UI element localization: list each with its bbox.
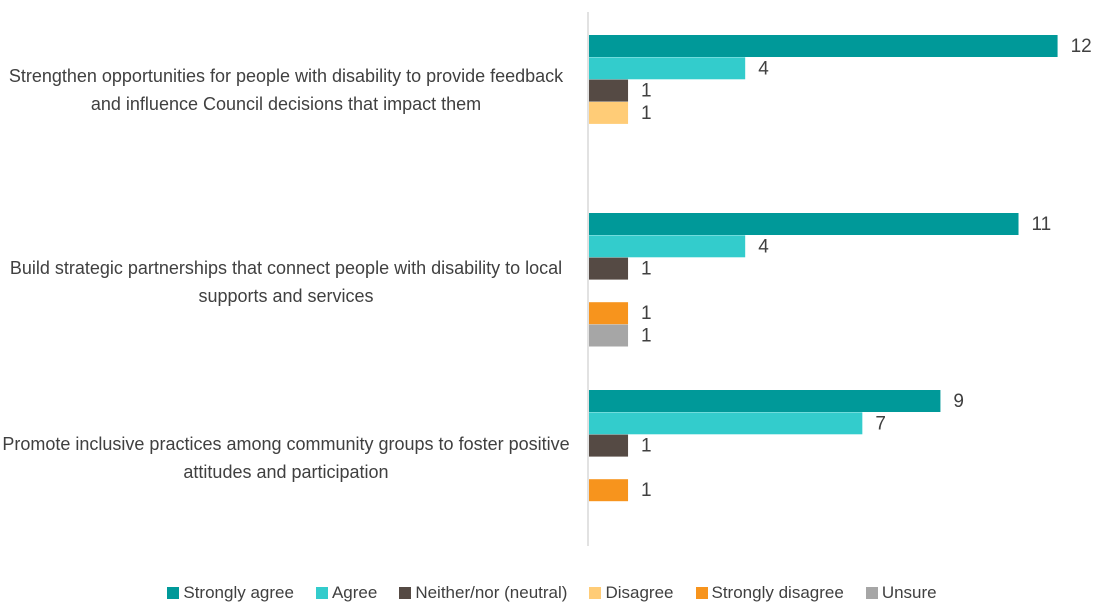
legend: Strongly agree Agree Neither/nor (neutra… (0, 583, 1104, 603)
bar-c3-s5 (589, 479, 629, 502)
category-label-3: Promote inclusive practices among commun… (2, 434, 570, 482)
data-label-c1-s4: 1 (641, 103, 652, 124)
legend-label: Unsure (881, 583, 937, 602)
legend-label: Strongly agree (183, 583, 294, 602)
bar-c2-s3 (589, 257, 629, 280)
data-label-c2-s5: 1 (641, 303, 652, 324)
bar-c1-s4 (589, 101, 629, 124)
legend-swatch (865, 587, 878, 599)
bar-c3-s1 (589, 390, 941, 412)
legend-swatch (399, 587, 412, 599)
legend-swatch (167, 587, 180, 599)
data-label-c1-s3: 1 (641, 81, 652, 102)
data-label-c1-s1: 12 (1071, 36, 1092, 57)
bar-c1-s2 (589, 57, 746, 80)
legend-item-unsure: Unsure (865, 583, 937, 603)
bar-c2-s5 (589, 302, 629, 325)
legend-item-strongly-disagree: Strongly disagree (695, 583, 844, 603)
category-label-1: Strengthen opportunities for people with… (8, 66, 564, 114)
bar-c2-s6 (589, 324, 629, 347)
legend-swatch (589, 587, 602, 599)
legend-label: Neither/nor (neutral) (415, 583, 568, 602)
data-label-c3-s2: 7 (875, 413, 886, 434)
data-label-c3-s5: 1 (641, 480, 652, 501)
bar-c2-s1 (589, 213, 1019, 235)
bar-c2-s2 (589, 235, 746, 258)
data-label-c2-s6: 1 (641, 326, 652, 347)
bar-c1-s3 (589, 79, 629, 102)
legend-label: Strongly disagree (711, 583, 844, 602)
data-label-c3-s3: 1 (641, 436, 652, 457)
data-label-c2-s3: 1 (641, 259, 652, 280)
legend-swatch (695, 587, 708, 599)
data-label-c3-s1: 9 (953, 391, 964, 412)
legend-item-strongly-agree: Strongly agree (167, 583, 294, 603)
data-label-c2-s1: 11 (1032, 214, 1052, 235)
legend-swatch (315, 587, 328, 599)
legend-label: Disagree (605, 583, 674, 602)
data-label-c1-s2: 4 (758, 58, 769, 79)
legend-item-neutral: Neither/nor (neutral) (399, 583, 567, 603)
data-label-c2-s2: 4 (758, 236, 769, 257)
bar-c3-s3 (589, 434, 629, 457)
bar-c3-s2 (589, 412, 863, 435)
legend-label: Agree (331, 583, 378, 602)
category-label-2: Build strategic partnerships that connec… (9, 258, 563, 306)
legend-item-disagree: Disagree (589, 583, 674, 603)
bar-c1-s1 (589, 35, 1058, 57)
legend-item-agree: Agree (315, 583, 378, 603)
